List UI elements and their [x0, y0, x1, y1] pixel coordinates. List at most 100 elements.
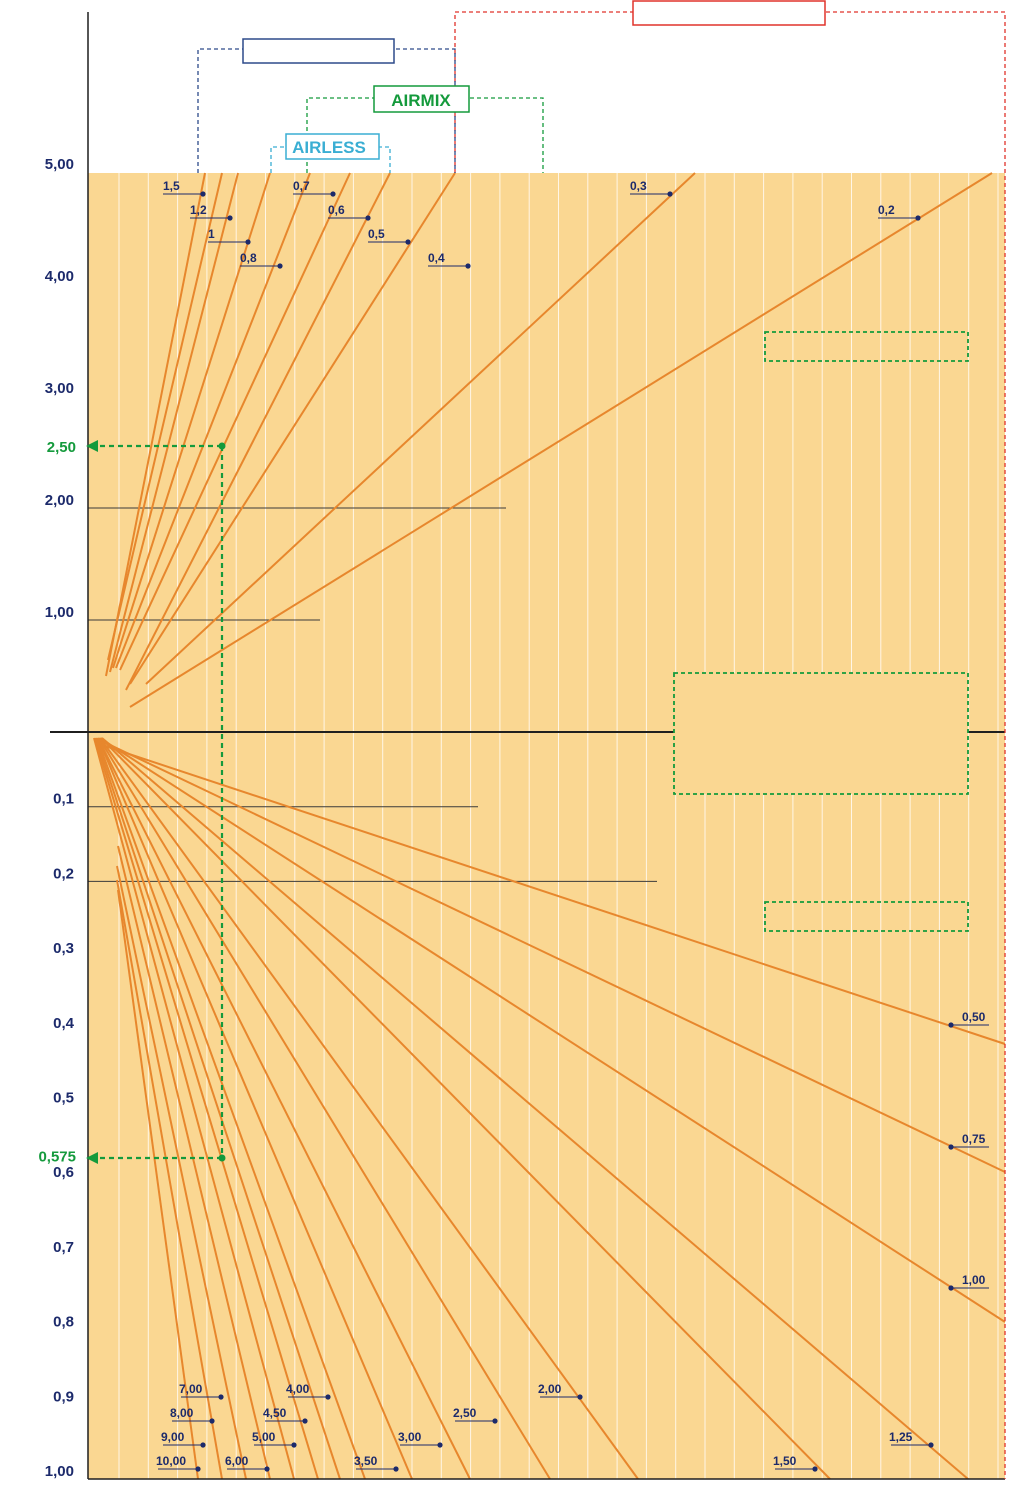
series-labels: 1,5 1,21 0,8 0,7 0,6 0,5 0,4 0,3 0,2 10,00 9,00 8,0…	[156, 179, 989, 1472]
upper-series-label: 0,3	[630, 179, 647, 193]
lower-series-line	[117, 845, 271, 1480]
lower-series-label: 4,00	[286, 1382, 310, 1396]
method-brackets: AIRMIX AIRLESS	[197, 0, 1006, 1479]
lower-series-line	[95, 737, 341, 1480]
lower-series-line	[117, 889, 199, 1480]
upper-series-line	[119, 172, 351, 671]
lower-label-dot	[195, 1466, 201, 1472]
lower-label-dot	[291, 1442, 297, 1448]
lower-series-label: 5,00	[252, 1430, 276, 1444]
lower-series-line	[93, 737, 295, 1480]
upper-series-label: 1,2	[190, 203, 207, 217]
upper-series-line	[107, 172, 223, 661]
upper-label-dot	[330, 191, 336, 197]
lower-tick-label: 0,7	[53, 1239, 74, 1256]
upper-series-line	[105, 172, 206, 677]
legend-box-lower	[764, 901, 969, 932]
lower-tick-label: 0,6	[53, 1164, 74, 1181]
lower-label-dot	[492, 1418, 498, 1424]
upper-series-line	[145, 172, 696, 685]
upper-series-line	[129, 172, 993, 708]
lower-series-line	[101, 737, 969, 1480]
lower-highlight-tick: 0,575	[38, 1149, 76, 1166]
lower-series-line	[103, 741, 1006, 1173]
upper-series-label: 0,5	[368, 227, 385, 241]
lower-series-line	[98, 737, 551, 1480]
upper-series-label: 1,5	[163, 179, 180, 193]
upper-series-lines	[105, 172, 993, 708]
lower-label-dot	[264, 1466, 270, 1472]
horizontal-reference-lines	[88, 507, 657, 882]
lower-label-dot	[948, 1144, 954, 1150]
lower-series-label: 3,00	[398, 1430, 422, 1444]
airless-label: AIRLESS	[292, 138, 366, 157]
upper-label-dot	[227, 215, 233, 221]
airless-label-box	[285, 133, 380, 160]
upper-label-dot	[465, 263, 471, 269]
airmix-label: AIRMIX	[391, 91, 451, 110]
lower-label-dot	[928, 1442, 934, 1448]
example-path	[86, 440, 226, 1164]
lower-tick-label: 0,5	[53, 1090, 74, 1107]
lower-series-line	[99, 737, 639, 1480]
lower-series-label: 7,00	[179, 1382, 203, 1396]
red-label-box	[632, 0, 826, 26]
upper-tick-label: 5,00	[45, 156, 74, 173]
lower-series-label: 4,50	[263, 1406, 287, 1420]
lower-tick-label: 0,3	[53, 940, 74, 957]
lower-label-dot	[577, 1394, 583, 1400]
blue-label-box	[242, 38, 395, 64]
upper-series-label: 0,8	[240, 251, 257, 265]
example-lower-arrowhead	[86, 1152, 98, 1164]
lower-series-label: 1,00	[962, 1273, 986, 1287]
upper-label-dot	[277, 263, 283, 269]
upper-tick-label: 2,00	[45, 492, 74, 509]
upper-series-line	[129, 172, 456, 685]
lower-tick-label: 0,9	[53, 1388, 74, 1405]
example-lower-point	[218, 1154, 226, 1162]
lower-label-dot	[325, 1394, 331, 1400]
upper-series-line	[115, 172, 311, 669]
legend-box-middle	[673, 672, 969, 795]
upper-tick-label: 4,00	[45, 268, 74, 285]
lower-label-dot	[948, 1022, 954, 1028]
lower-series-line	[94, 737, 319, 1480]
upper-series-line	[112, 172, 271, 669]
lower-tick-label: 0,1	[53, 791, 74, 808]
lower-series-line	[102, 739, 1006, 1323]
upper-label-dot	[405, 239, 411, 245]
airmix-label-box	[373, 85, 470, 113]
example-upper-arrowhead	[86, 440, 98, 452]
upper-label-dot	[365, 215, 371, 221]
lower-label-dot	[209, 1418, 215, 1424]
lower-label-dot	[218, 1394, 224, 1400]
lower-series-line	[116, 879, 223, 1480]
lower-series-label: 9,00	[161, 1430, 185, 1444]
lower-tick-label: 0,4	[53, 1015, 75, 1032]
upper-highlight-tick: 2,50	[47, 439, 76, 456]
upper-series-line	[125, 172, 391, 691]
lower-series-line	[97, 737, 471, 1480]
upper-series-line	[109, 172, 239, 673]
legend-box-upper	[764, 331, 969, 362]
upper-label-dot	[667, 191, 673, 197]
lower-series-label: 3,50	[354, 1454, 378, 1468]
upper-label-dot	[915, 215, 921, 221]
lower-label-dot	[393, 1466, 399, 1472]
lower-series-line	[116, 865, 247, 1480]
lower-series-label: 2,00	[538, 1382, 562, 1396]
upper-label-dot	[245, 239, 251, 245]
lower-label-dot	[437, 1442, 443, 1448]
lower-series-label: 6,00	[225, 1454, 249, 1468]
lower-label-dot	[200, 1442, 206, 1448]
lower-series-label: 2,50	[453, 1406, 477, 1420]
lower-tick-label: 0,8	[53, 1314, 74, 1331]
lower-tick-label: 1,00	[45, 1463, 74, 1480]
lower-series-label: 1,50	[773, 1454, 797, 1468]
lower-series-line	[96, 737, 366, 1480]
upper-series-label: 1	[208, 227, 215, 241]
lower-series-label: 0,50	[962, 1010, 986, 1024]
upper-tick-label: 3,00	[45, 380, 74, 397]
lower-series-label: 0,75	[962, 1132, 986, 1146]
